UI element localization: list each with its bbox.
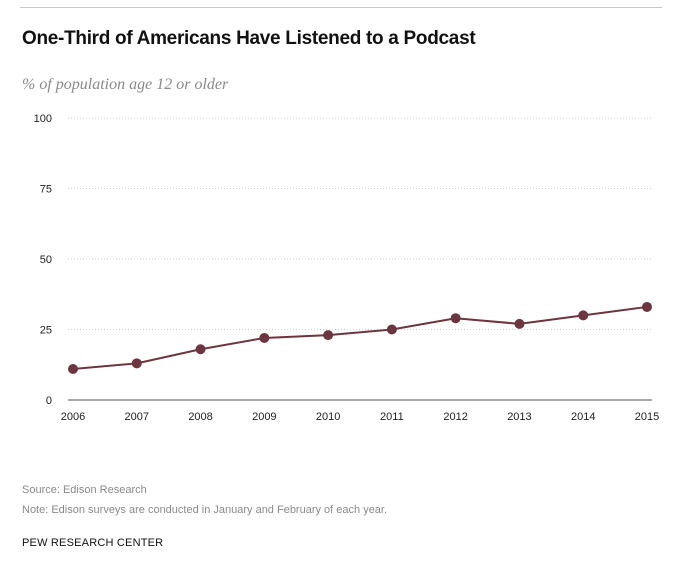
data-point-2011 <box>386 324 397 335</box>
x-tick-label-2014: 2014 <box>571 411 595 423</box>
data-point-2015 <box>642 301 652 312</box>
x-axis-ticks: 2006 2007 2008 2009 2010 2011 2012 2013 2014 2015 <box>61 411 659 423</box>
survey-note: Note: Edison surveys are conducted in Ja… <box>22 504 388 516</box>
grid-layer <box>68 117 652 401</box>
top-divider <box>20 7 662 8</box>
data-point-2010 <box>323 330 334 341</box>
data-point-2009 <box>259 332 270 343</box>
x-tick-label-2009: 2009 <box>252 411 276 423</box>
x-tick-label-2010: 2010 <box>316 411 340 423</box>
y-tick-label-50: 50 <box>40 254 52 266</box>
data-point-2012 <box>450 313 461 324</box>
chart-subtitle: % of population age 12 or older <box>22 76 229 93</box>
y-tick-label-0: 0 <box>46 395 52 407</box>
data-point-2006 <box>68 363 78 374</box>
x-tick-label-2008: 2008 <box>188 411 212 423</box>
x-tick-label-2011: 2011 <box>380 411 404 423</box>
y-axis-ticks: 0 25 50 75 100 <box>34 113 52 407</box>
data-point-2008 <box>195 344 206 355</box>
x-tick-label-2007: 2007 <box>125 411 149 423</box>
x-tick-label-2006: 2006 <box>61 411 85 423</box>
x-tick-label-2013: 2013 <box>507 411 531 423</box>
series-layer <box>68 301 652 374</box>
x-tick-label-2012: 2012 <box>443 411 467 423</box>
data-point-2007 <box>131 358 142 369</box>
series-line <box>72 305 648 370</box>
y-tick-label-75: 75 <box>40 184 52 196</box>
data-point-2014 <box>578 310 589 321</box>
y-tick-label-25: 25 <box>40 325 52 337</box>
x-tick-label-2015: 2015 <box>635 411 659 423</box>
data-point-2013 <box>514 318 525 329</box>
y-tick-label-100: 100 <box>34 113 52 125</box>
pew-research-center-logo: PEW RESEARCH CENTER <box>22 537 164 549</box>
source-note: Source: Edison Research <box>22 484 147 496</box>
chart-title: One-Third of Americans Have Listened to … <box>22 28 476 49</box>
